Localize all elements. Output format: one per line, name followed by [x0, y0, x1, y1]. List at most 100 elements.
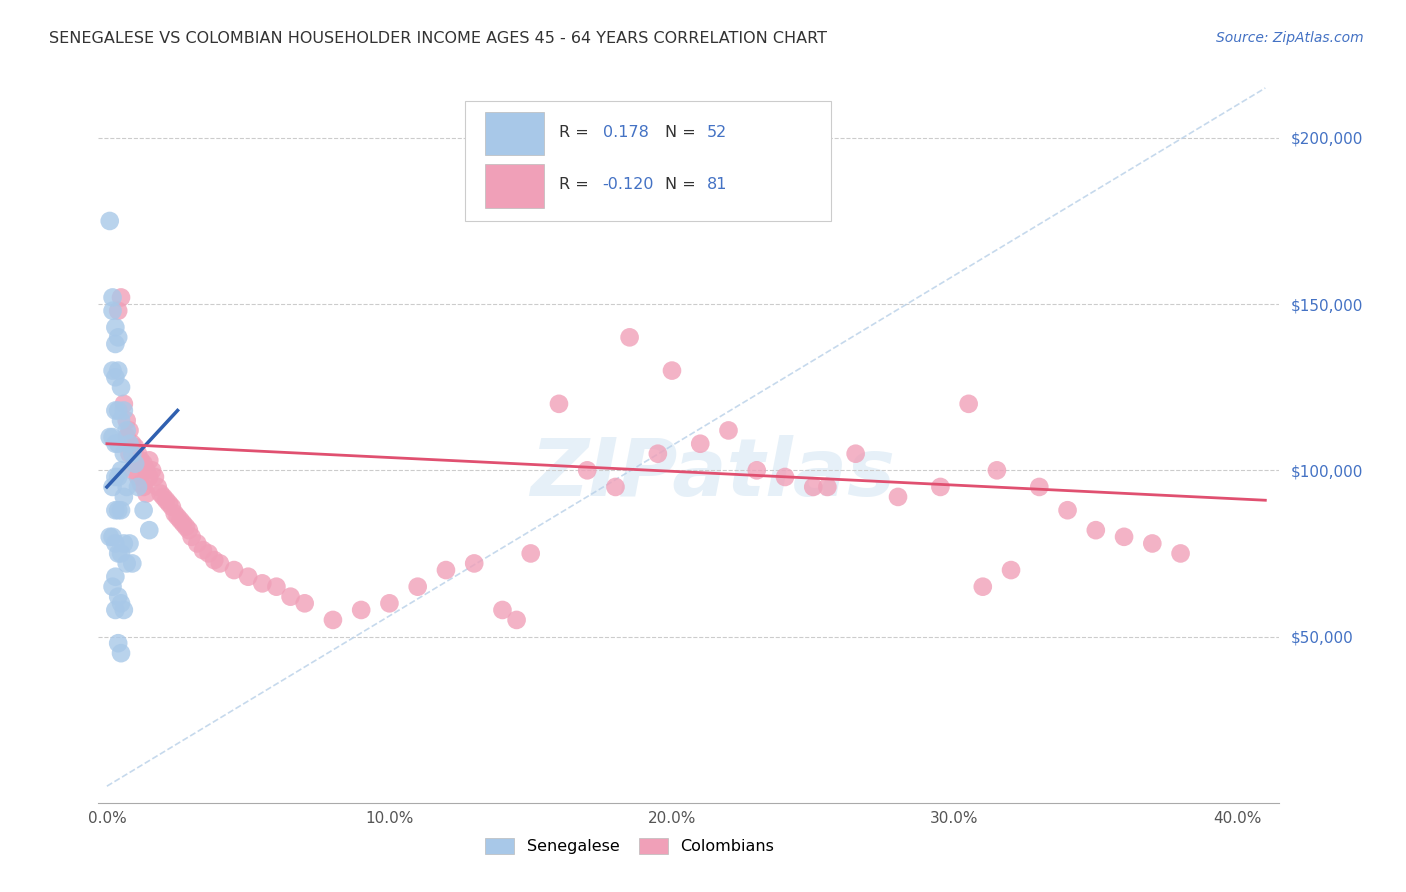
Point — [138, 523, 160, 537]
Text: R =: R = — [560, 125, 593, 139]
Point — [647, 447, 669, 461]
Point — [773, 470, 796, 484]
Point — [107, 436, 129, 450]
Point — [661, 363, 683, 377]
Point — [197, 546, 219, 560]
Point — [101, 530, 124, 544]
Point — [986, 463, 1008, 477]
Point — [110, 413, 132, 427]
Point — [191, 543, 214, 558]
Point — [801, 480, 824, 494]
Point — [174, 520, 197, 534]
Point — [222, 563, 245, 577]
Text: 81: 81 — [707, 178, 727, 193]
FancyBboxPatch shape — [464, 101, 831, 221]
FancyBboxPatch shape — [485, 112, 544, 155]
Point — [202, 553, 225, 567]
Point — [129, 476, 152, 491]
Text: N =: N = — [665, 178, 702, 193]
FancyBboxPatch shape — [485, 164, 544, 208]
Point — [110, 290, 132, 304]
Point — [972, 580, 994, 594]
Point — [124, 457, 146, 471]
Text: -0.120: -0.120 — [603, 178, 654, 193]
Point — [548, 397, 571, 411]
Point — [434, 563, 457, 577]
Point — [815, 480, 838, 494]
Point — [104, 470, 127, 484]
Point — [101, 480, 124, 494]
Point — [115, 413, 138, 427]
Text: Source: ZipAtlas.com: Source: ZipAtlas.com — [1216, 31, 1364, 45]
Point — [127, 480, 149, 494]
Point — [112, 403, 135, 417]
Point — [98, 530, 121, 544]
Point — [845, 447, 868, 461]
Point — [98, 430, 121, 444]
Point — [141, 463, 163, 477]
Point — [104, 603, 127, 617]
Point — [406, 580, 429, 594]
Point — [112, 447, 135, 461]
Point — [112, 397, 135, 411]
Point — [177, 523, 200, 537]
Point — [1170, 546, 1192, 560]
Point — [1084, 523, 1107, 537]
Text: 52: 52 — [707, 125, 727, 139]
Point — [1028, 480, 1050, 494]
Point — [110, 463, 132, 477]
Point — [107, 590, 129, 604]
Point — [605, 480, 627, 494]
Point — [104, 536, 127, 550]
Point — [689, 436, 711, 450]
Text: 0.178: 0.178 — [603, 125, 648, 139]
Point — [121, 447, 143, 461]
Point — [143, 470, 166, 484]
Point — [107, 403, 129, 417]
Point — [118, 447, 141, 461]
Point — [132, 503, 155, 517]
Point — [121, 463, 143, 477]
Point — [104, 320, 127, 334]
Point — [110, 380, 132, 394]
Point — [112, 536, 135, 550]
Point — [155, 493, 177, 508]
Point — [132, 480, 155, 494]
Point — [112, 603, 135, 617]
Point — [115, 424, 138, 438]
Point — [745, 463, 768, 477]
Point — [104, 436, 127, 450]
Point — [118, 424, 141, 438]
Point — [957, 397, 980, 411]
Point — [101, 580, 124, 594]
Point — [1112, 530, 1135, 544]
Point — [180, 530, 202, 544]
Point — [208, 557, 231, 571]
Point — [322, 613, 344, 627]
Point — [135, 486, 157, 500]
Point — [132, 457, 155, 471]
Point — [252, 576, 274, 591]
Point — [1000, 563, 1022, 577]
Point — [110, 546, 132, 560]
Point — [519, 546, 541, 560]
Point — [124, 457, 146, 471]
Point — [101, 303, 124, 318]
Point — [152, 490, 174, 504]
Point — [104, 403, 127, 417]
Point — [491, 603, 513, 617]
Point — [163, 507, 186, 521]
Point — [350, 603, 373, 617]
Point — [146, 480, 169, 494]
Point — [280, 590, 302, 604]
Point — [138, 453, 160, 467]
Point — [1056, 503, 1078, 517]
Point — [107, 303, 129, 318]
Point — [107, 546, 129, 560]
Point — [98, 214, 121, 228]
Text: N =: N = — [665, 125, 702, 139]
Point — [107, 636, 129, 650]
Point — [104, 570, 127, 584]
Point — [104, 503, 127, 517]
Legend: Senegalese, Colombians: Senegalese, Colombians — [479, 831, 780, 861]
